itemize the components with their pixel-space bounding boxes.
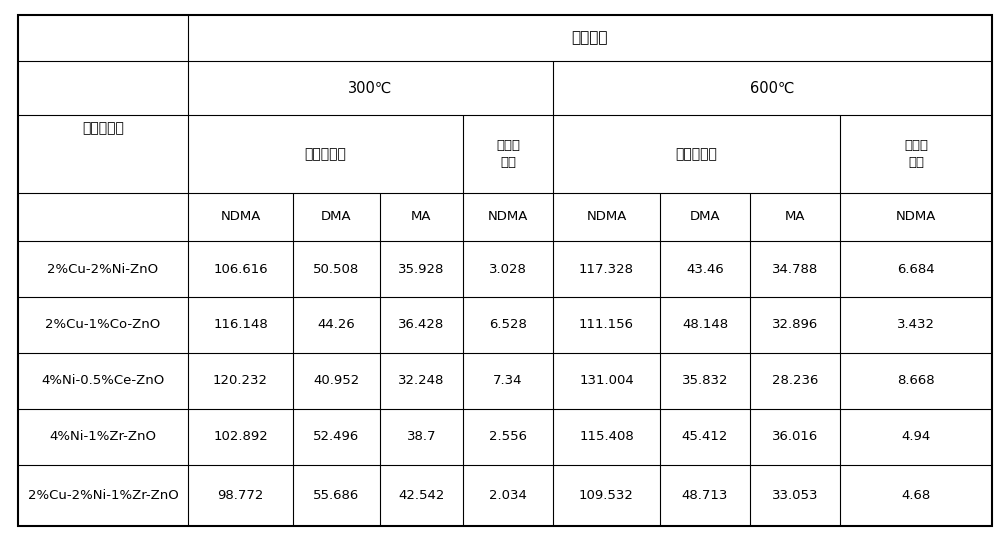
Text: 43.46: 43.46 [686,262,724,276]
Text: NDMA: NDMA [220,211,261,223]
Text: DMA: DMA [690,211,720,223]
Text: 117.328: 117.328 [579,262,634,276]
Text: 6.528: 6.528 [489,319,527,332]
Text: 4.94: 4.94 [901,431,931,443]
Text: 111.156: 111.156 [579,319,634,332]
Text: 3.432: 3.432 [897,319,935,332]
Text: DMA: DMA [321,211,352,223]
Text: 120.232: 120.232 [213,375,268,387]
Text: 4.68: 4.68 [901,489,931,502]
Text: 4%Ni-1%Zr-ZnO: 4%Ni-1%Zr-ZnO [50,431,156,443]
Text: 35.928: 35.928 [398,262,445,276]
Text: NDMA: NDMA [586,211,627,223]
Text: 光反应阶段: 光反应阶段 [676,147,717,161]
Text: 2%Cu-2%Ni-1%Zr-ZnO: 2%Cu-2%Ni-1%Zr-ZnO [28,489,178,502]
Text: 52.496: 52.496 [313,431,360,443]
Text: 300℃: 300℃ [348,80,393,95]
Text: 28.236: 28.236 [772,375,818,387]
Text: 煅烧温度: 煅烧温度 [572,30,608,45]
Text: 8.668: 8.668 [897,375,935,387]
Text: 48.148: 48.148 [682,319,728,332]
Text: 34.788: 34.788 [772,262,818,276]
Text: 106.616: 106.616 [213,262,268,276]
Text: 42.542: 42.542 [398,489,445,502]
Text: 115.408: 115.408 [579,431,634,443]
Text: 131.004: 131.004 [579,375,634,387]
Text: MA: MA [411,211,432,223]
Text: 4%Ni-0.5%Ce-ZnO: 4%Ni-0.5%Ce-ZnO [41,375,165,387]
Text: 40.952: 40.952 [313,375,360,387]
Text: NDMA: NDMA [488,211,528,223]
Text: 33.053: 33.053 [772,489,818,502]
Text: 7.34: 7.34 [493,375,523,387]
Text: 电反应
阶段: 电反应 阶段 [904,139,928,169]
Text: 催化剂组成: 催化剂组成 [82,121,124,135]
Text: 38.7: 38.7 [407,431,436,443]
Text: 光反应阶段: 光反应阶段 [305,147,346,161]
Text: 35.832: 35.832 [682,375,728,387]
Text: 44.26: 44.26 [318,319,355,332]
Text: 32.248: 32.248 [398,375,445,387]
Text: 6.684: 6.684 [897,262,935,276]
Text: 45.412: 45.412 [682,431,728,443]
Text: 2.556: 2.556 [489,431,527,443]
Text: 55.686: 55.686 [313,489,360,502]
Text: 3.028: 3.028 [489,262,527,276]
Text: 2%Cu-1%Co-ZnO: 2%Cu-1%Co-ZnO [45,319,161,332]
Text: 50.508: 50.508 [313,262,360,276]
Text: 2.034: 2.034 [489,489,527,502]
Text: MA: MA [785,211,805,223]
Text: 36.016: 36.016 [772,431,818,443]
Text: 32.896: 32.896 [772,319,818,332]
Text: 48.713: 48.713 [682,489,728,502]
Text: 116.148: 116.148 [213,319,268,332]
Text: 电反应
阶段: 电反应 阶段 [496,139,520,169]
Text: 600℃: 600℃ [750,80,795,95]
Text: 98.772: 98.772 [217,489,264,502]
Text: 2%Cu-2%Ni-ZnO: 2%Cu-2%Ni-ZnO [47,262,159,276]
Text: 102.892: 102.892 [213,431,268,443]
Text: 109.532: 109.532 [579,489,634,502]
Text: NDMA: NDMA [896,211,936,223]
Text: 36.428: 36.428 [398,319,445,332]
